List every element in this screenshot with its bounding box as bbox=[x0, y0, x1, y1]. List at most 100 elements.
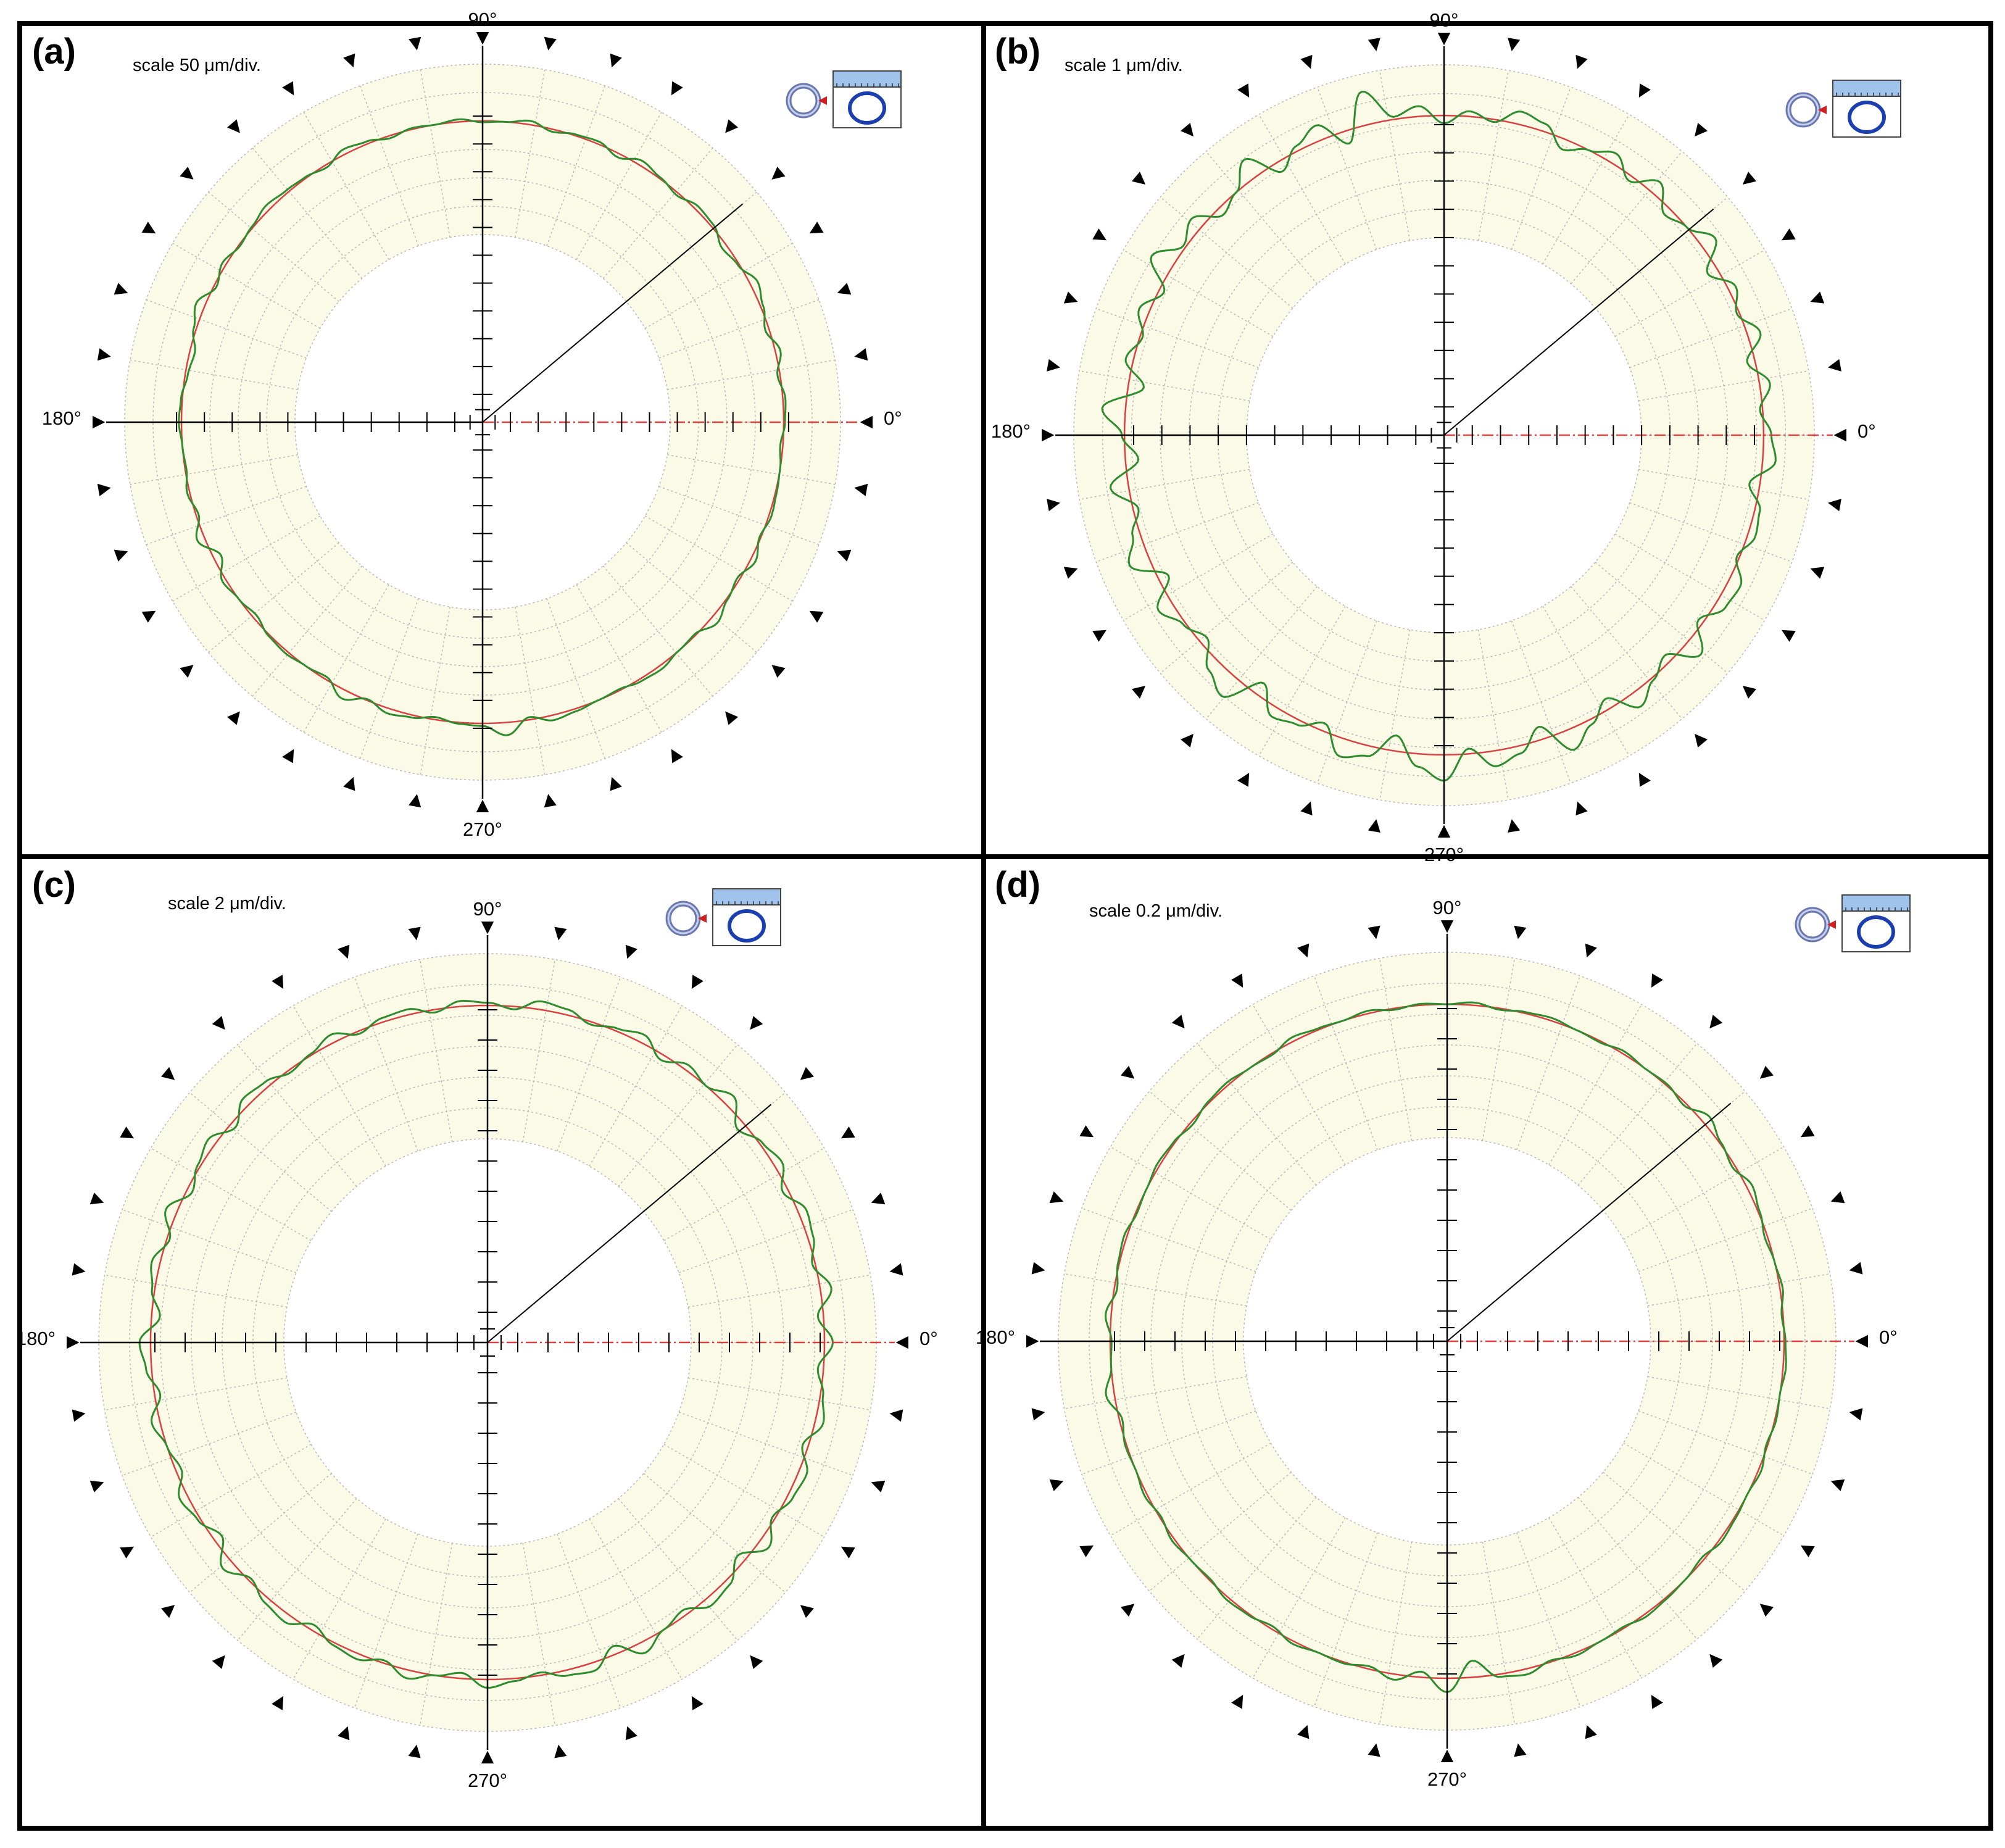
angle-marker bbox=[750, 1655, 763, 1669]
scale-label: scale 0.2 μm/div. bbox=[1089, 901, 1223, 921]
gauge-ruler-icon bbox=[712, 888, 781, 946]
tool-icons bbox=[663, 883, 793, 954]
angle-marker bbox=[89, 1192, 104, 1205]
angle-label-270: 270° bbox=[468, 1770, 507, 1791]
angle-marker bbox=[1695, 733, 1708, 748]
angle-marker bbox=[771, 166, 786, 180]
grid-radial bbox=[1197, 1043, 1317, 1186]
scale-label: scale 50 μm/div. bbox=[133, 56, 261, 75]
angle-marker bbox=[1508, 38, 1521, 51]
grid-radial bbox=[1629, 502, 1793, 562]
angle-marker bbox=[671, 81, 683, 96]
angle-marker bbox=[871, 1480, 886, 1492]
angle-marker bbox=[409, 794, 421, 808]
angle-marker bbox=[114, 549, 128, 562]
angle-marker bbox=[343, 53, 355, 68]
angle-marker bbox=[180, 166, 194, 180]
angle-marker bbox=[771, 665, 786, 678]
grid-radial bbox=[1542, 114, 1630, 265]
angle-marker bbox=[114, 283, 128, 295]
grid-radial bbox=[354, 1533, 418, 1709]
angle-marker bbox=[89, 1480, 104, 1492]
angle-marker bbox=[1830, 1191, 1845, 1204]
grid-radial bbox=[1511, 86, 1571, 250]
angle-marker bbox=[212, 1016, 225, 1030]
grid-radial bbox=[678, 1209, 853, 1273]
angle-marker bbox=[1368, 925, 1380, 939]
angle-marker bbox=[1171, 1015, 1185, 1029]
angle-marker bbox=[544, 36, 557, 51]
angle-marker bbox=[750, 1016, 763, 1030]
grid-radial bbox=[1317, 86, 1377, 250]
angle-marker bbox=[1049, 1479, 1064, 1491]
angle-marker bbox=[1063, 291, 1078, 304]
angle-label-180: 180° bbox=[976, 1326, 1015, 1348]
angle-marker bbox=[1849, 1408, 1863, 1421]
gauge-ruler-icon bbox=[1832, 80, 1901, 138]
angle-marker bbox=[1231, 1694, 1243, 1709]
angle-marker bbox=[408, 1744, 421, 1759]
angle-marker bbox=[161, 1605, 175, 1618]
angle-marker bbox=[1437, 33, 1451, 46]
panel-c: (c) scale 2 μm/div. 90° 270° 0° 180° bbox=[16, 864, 981, 1824]
angle-marker bbox=[1810, 567, 1825, 579]
angle-marker bbox=[809, 610, 824, 623]
polar-plot: 90° 270° 0° 180° bbox=[976, 897, 1898, 1790]
angle-marker bbox=[1079, 1125, 1094, 1138]
angle-marker bbox=[871, 1192, 886, 1205]
grid-radial bbox=[1379, 70, 1411, 241]
angle-label-90: 90° bbox=[468, 9, 497, 30]
panel-label: (c) bbox=[32, 865, 76, 905]
gauge-circle bbox=[1857, 915, 1895, 949]
angle-marker bbox=[841, 1546, 855, 1559]
angle-marker bbox=[1651, 973, 1663, 988]
gauge-circle bbox=[1848, 101, 1886, 134]
angle-marker bbox=[282, 81, 294, 96]
angle-label-180: 180° bbox=[991, 420, 1031, 442]
angle-marker bbox=[1092, 228, 1106, 241]
grid-radial bbox=[1197, 1497, 1317, 1640]
panel-label: (d) bbox=[995, 865, 1041, 905]
angle-label-270: 270° bbox=[463, 818, 502, 840]
grid-radial bbox=[1123, 249, 1274, 337]
angle-marker bbox=[1782, 228, 1796, 241]
angle-marker bbox=[1508, 819, 1521, 833]
angle-marker bbox=[1782, 630, 1796, 642]
angle-marker bbox=[282, 749, 294, 764]
angle-marker bbox=[1849, 1262, 1863, 1275]
grid-radial bbox=[237, 1044, 357, 1187]
angle-marker bbox=[1026, 1334, 1039, 1348]
grid-radial bbox=[104, 1377, 288, 1411]
angle-marker bbox=[725, 711, 739, 725]
angle-marker bbox=[1042, 428, 1055, 442]
ruler-band bbox=[832, 70, 902, 88]
angle-marker bbox=[1131, 172, 1146, 185]
gauge-ruler-icon bbox=[1841, 894, 1911, 952]
angle-marker bbox=[1833, 428, 1846, 442]
angle-marker bbox=[1800, 1125, 1815, 1138]
angle-marker bbox=[1759, 1604, 1774, 1617]
grid-radial bbox=[643, 1473, 786, 1593]
diagonal-line bbox=[482, 203, 743, 423]
grid-radial bbox=[1542, 606, 1630, 756]
angle-marker bbox=[837, 283, 852, 295]
angle-marker bbox=[1063, 567, 1078, 579]
grid-radial bbox=[1252, 1517, 1346, 1678]
part-ring-icon bbox=[1795, 907, 1836, 943]
angle-marker bbox=[800, 1605, 814, 1618]
grid-radial bbox=[1638, 1207, 1813, 1272]
angle-marker bbox=[1709, 1654, 1723, 1668]
angle-marker bbox=[141, 610, 156, 623]
angle-marker bbox=[1575, 54, 1588, 69]
grid-radial bbox=[1647, 1273, 1830, 1307]
angle-marker bbox=[1855, 1334, 1868, 1348]
red-arrow bbox=[698, 914, 707, 923]
grid-radial bbox=[1603, 1471, 1746, 1592]
grid-radial bbox=[618, 1044, 738, 1187]
ring-band bbox=[1058, 952, 1836, 1730]
grid-radial bbox=[522, 1542, 556, 1726]
ring-shade bbox=[1796, 909, 1829, 941]
angle-marker bbox=[1368, 1743, 1380, 1757]
diagonal-line bbox=[487, 1104, 772, 1343]
angle-marker bbox=[1181, 122, 1193, 137]
